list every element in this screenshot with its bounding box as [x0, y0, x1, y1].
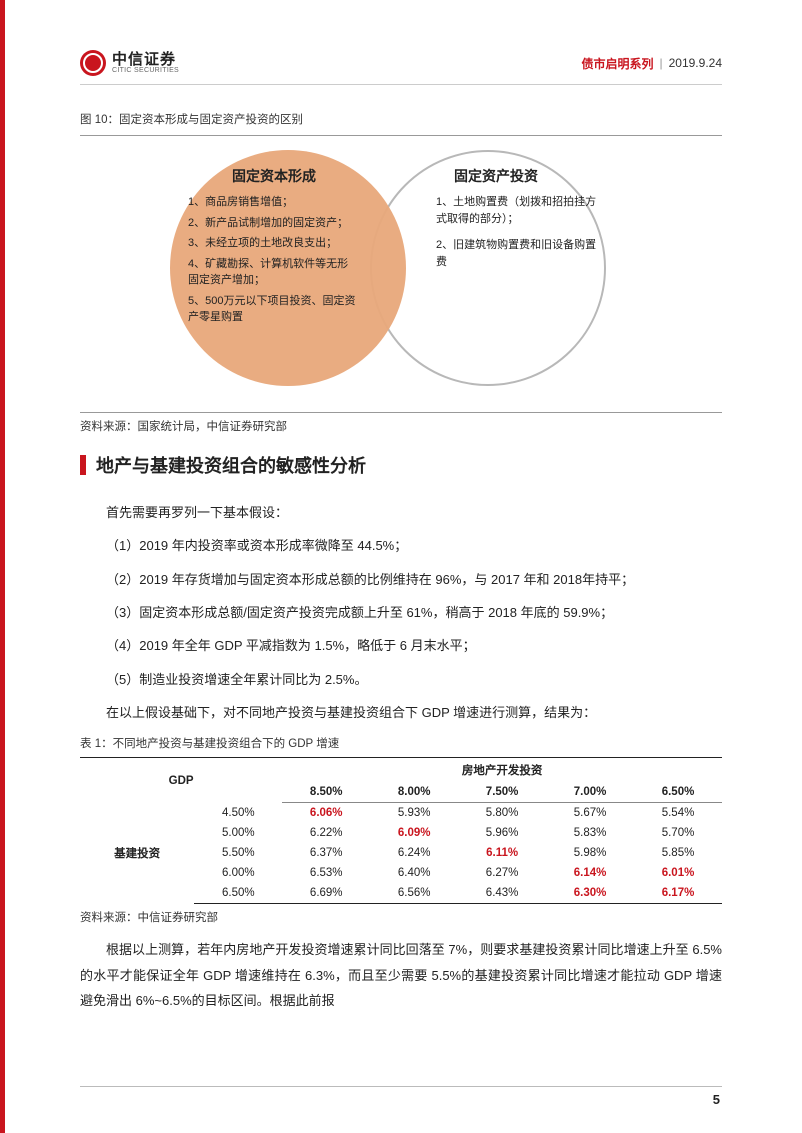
venn-left-item: 4、矿藏勘探、计算机软件等无形固定资产增加；	[188, 256, 358, 289]
venn-left-items: 1、商品房销售增值； 2、新产品试制增加的固定资产； 3、未经立项的土地改良支出…	[188, 194, 358, 330]
cell: 6.06%	[282, 803, 370, 824]
table-source: 资料来源：中信证券研究部	[80, 909, 722, 925]
cell: 5.96%	[458, 823, 546, 843]
paragraph-intro: 首先需要再罗列一下基本假设：	[80, 500, 722, 525]
page-number: 5	[713, 1092, 720, 1107]
figure-caption: 图 10：固定资本形成与固定资产投资的区别	[80, 111, 722, 127]
section-heading: 地产与基建投资组合的敏感性分析	[80, 452, 722, 478]
figure-bottom-rule	[80, 412, 722, 413]
cell: 5.80%	[458, 803, 546, 824]
venn-left-item: 3、未经立项的土地改良支出；	[188, 235, 358, 252]
col-header: 8.00%	[370, 782, 458, 803]
cell: 5.83%	[546, 823, 634, 843]
page-header: 中信证券 CITIC SECURITIES 债市启明系列 | 2019.9.24	[80, 50, 722, 76]
row-header: 4.50%	[194, 803, 282, 824]
header-rule	[80, 84, 722, 85]
venn-diagram: 固定资本形成 固定资产投资 1、商品房销售增值； 2、新产品试制增加的固定资产；…	[80, 136, 722, 406]
brand-name-cn: 中信证券	[112, 52, 179, 67]
series-title: 债市启明系列	[581, 55, 653, 72]
cell: 6.09%	[370, 823, 458, 843]
cell: 5.98%	[546, 843, 634, 863]
paragraph-bridge: 在以上假设基础下，对不同地产投资与基建投资组合下 GDP 增速进行测算，结果为：	[80, 700, 722, 725]
cell: 6.56%	[370, 883, 458, 904]
table-caption: 表 1：不同地产投资与基建投资组合下的 GDP 增速	[80, 735, 722, 751]
cell: 6.30%	[546, 883, 634, 904]
assumption-2: （2）2019 年存货增加与固定资本形成总额的比例维持在 96%，与 2017 …	[80, 567, 722, 592]
header-meta: 债市启明系列 | 2019.9.24	[581, 55, 722, 72]
heading-bar-icon	[80, 455, 86, 475]
row-header: 5.50%	[194, 843, 282, 863]
cell: 5.93%	[370, 803, 458, 824]
venn-left-item: 5、500万元以下项目投资、固定资产零星购置	[188, 293, 358, 326]
sensitivity-table: GDP 房地产开发投资 8.50% 8.00% 7.50% 7.00% 6.50…	[80, 757, 722, 904]
cell: 6.24%	[370, 843, 458, 863]
venn-right-items: 1、土地购置费（划拨和招拍挂方式取得的部分）； 2、旧建筑物购置费和旧设备购置费	[436, 194, 604, 280]
cell: 6.27%	[458, 863, 546, 883]
cell: 6.01%	[634, 863, 722, 883]
cell: 6.11%	[458, 843, 546, 863]
cell: 6.43%	[458, 883, 546, 904]
table-row: 基建投资 4.50% 6.06% 5.93% 5.80% 5.67% 5.54%	[80, 803, 722, 824]
venn-left-item: 1、商品房销售增值；	[188, 194, 358, 211]
col-group-label: 房地产开发投资	[282, 758, 722, 783]
venn-left-item: 2、新产品试制增加的固定资产；	[188, 215, 358, 232]
cell: 5.54%	[634, 803, 722, 824]
venn-right-item: 2、旧建筑物购置费和旧设备购置费	[436, 237, 604, 270]
brand-name-en: CITIC SECURITIES	[112, 67, 179, 74]
cell: 6.40%	[370, 863, 458, 883]
assumption-5: （5）制造业投资增速全年累计同比为 2.5%。	[80, 667, 722, 692]
assumption-3: （3）固定资本形成总额/固定资产投资完成额上升至 61%，稍高于 2018 年底…	[80, 600, 722, 625]
cell: 6.37%	[282, 843, 370, 863]
row-header: 6.00%	[194, 863, 282, 883]
cell: 6.22%	[282, 823, 370, 843]
cell: 6.53%	[282, 863, 370, 883]
cell: 5.70%	[634, 823, 722, 843]
assumption-1: （1）2019 年内投资率或资本形成率微降至 44.5%；	[80, 533, 722, 558]
brand-logo: 中信证券 CITIC SECURITIES	[80, 50, 179, 76]
section-heading-text: 地产与基建投资组合的敏感性分析	[96, 452, 366, 478]
report-date: 2019.9.24	[669, 56, 722, 70]
figure-source: 资料来源：国家统计局，中信证券研究部	[80, 418, 722, 434]
assumption-4: （4）2019 年全年 GDP 平减指数为 1.5%，略低于 6 月末水平；	[80, 633, 722, 658]
brand-logo-icon	[80, 50, 106, 76]
cell: 6.69%	[282, 883, 370, 904]
col-header: 8.50%	[282, 782, 370, 803]
cell: 5.67%	[546, 803, 634, 824]
table-corner: GDP	[80, 758, 282, 803]
paragraph-tail: 根据以上测算，若年内房地产开发投资增速累计同比回落至 7%，则要求基建投资累计同…	[80, 937, 722, 1013]
page-content: 中信证券 CITIC SECURITIES 债市启明系列 | 2019.9.24…	[0, 0, 802, 1133]
col-header: 7.00%	[546, 782, 634, 803]
venn-right-item: 1、土地购置费（划拨和招拍挂方式取得的部分）；	[436, 194, 604, 227]
venn-right-title: 固定资产投资	[454, 166, 538, 186]
col-header: 7.50%	[458, 782, 546, 803]
row-group-label: 基建投资	[80, 803, 194, 904]
footer-rule	[80, 1086, 722, 1087]
header-separator: |	[659, 56, 662, 70]
row-header: 5.00%	[194, 823, 282, 843]
cell: 6.17%	[634, 883, 722, 904]
row-header: 6.50%	[194, 883, 282, 904]
cell: 5.85%	[634, 843, 722, 863]
cell: 6.14%	[546, 863, 634, 883]
col-header: 6.50%	[634, 782, 722, 803]
venn-left-title: 固定资本形成	[232, 166, 316, 186]
